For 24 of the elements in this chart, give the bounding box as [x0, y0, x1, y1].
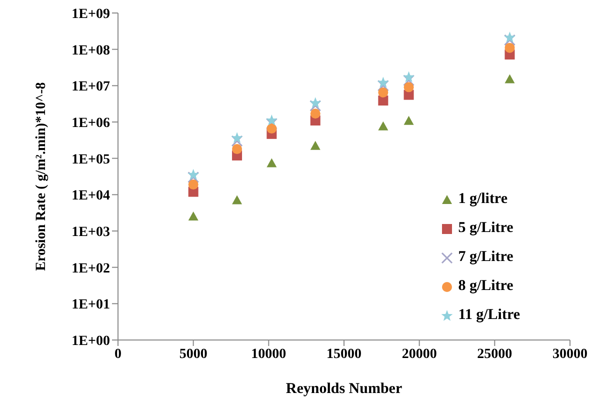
- x-tick-label: 0: [114, 346, 122, 362]
- x-tick-label: 30000: [552, 346, 588, 362]
- y-tick-label: 1E+04: [72, 188, 110, 204]
- legend-label: 1 g/litre: [458, 190, 508, 209]
- legend-label: 11 g/Litre: [458, 306, 520, 325]
- x-tick-label: 15000: [326, 346, 362, 362]
- y-tick-label: 1E+06: [72, 116, 110, 131]
- legend-label: 5 g/Litre: [458, 219, 514, 238]
- y-axis-title: Erosion Rate ( g/m².min)*10^-8: [34, 82, 49, 271]
- x-axis-title: Reynolds Number: [286, 381, 402, 397]
- y-tick-label: 1E+07: [72, 80, 110, 95]
- y-tick-label: 1E+00: [72, 334, 110, 349]
- legend-label: 7 g/Litre: [458, 248, 514, 267]
- x-tick-label: 20000: [402, 346, 437, 362]
- x-tick-label: 5000: [179, 346, 208, 362]
- y-tick-label: 1E+08: [72, 43, 110, 58]
- y-tick-label: 1E+02: [72, 261, 110, 276]
- y-tick-label: 1E+09: [72, 6, 110, 22]
- y-tick-label: 1E+03: [72, 224, 110, 240]
- legend-label: 8 g/Litre: [458, 277, 514, 296]
- x-tick-label: 10000: [251, 346, 286, 362]
- y-tick-label: 1E+05: [72, 152, 110, 168]
- x-tick-label: 25000: [477, 346, 512, 362]
- y-tick-label: 1E+01: [72, 298, 110, 313]
